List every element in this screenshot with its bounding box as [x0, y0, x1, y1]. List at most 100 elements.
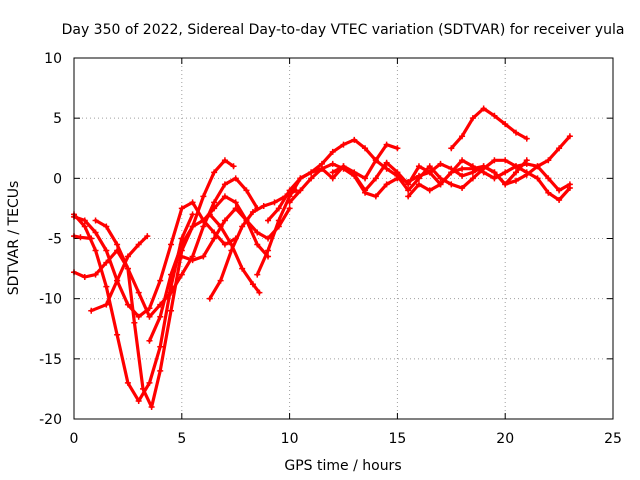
data-point: [502, 181, 509, 188]
data-point: [340, 163, 347, 170]
data-point: [556, 187, 563, 194]
data-point: [77, 234, 84, 241]
data-point: [523, 135, 530, 142]
data-point: [491, 175, 498, 182]
data-point: [254, 271, 261, 278]
data-point: [491, 157, 498, 164]
data-point: [168, 289, 175, 296]
data-point: [81, 217, 88, 224]
data-point: [124, 379, 131, 386]
data-point: [383, 141, 390, 148]
data-point: [92, 271, 99, 278]
data-point: [260, 203, 267, 210]
data-point: [157, 343, 164, 350]
data-point: [566, 133, 573, 140]
data-point: [168, 241, 175, 248]
data-point: [469, 169, 476, 176]
data-point: [168, 307, 175, 314]
series-track-14: [329, 157, 573, 203]
data-point: [459, 133, 466, 140]
data-point: [437, 175, 444, 182]
data-point: [362, 189, 369, 196]
data-point: [275, 205, 282, 212]
series-track-10: [206, 211, 263, 296]
data-point: [271, 199, 278, 206]
data-point: [217, 223, 224, 230]
data-point: [383, 181, 390, 188]
data-point: [491, 112, 498, 119]
chart-title: Day 350 of 2022, Sidereal Day-to-day VTE…: [62, 22, 625, 38]
data-point: [135, 241, 142, 248]
data-point: [512, 177, 519, 184]
data-point: [228, 241, 235, 248]
x-tick-label: 15: [388, 431, 406, 447]
data-point: [146, 337, 153, 344]
data-point: [308, 169, 315, 176]
data-point: [88, 235, 95, 242]
data-point: [135, 397, 142, 404]
data-point: [157, 367, 164, 374]
data-point: [135, 313, 142, 320]
data-point: [254, 229, 261, 236]
data-point: [189, 223, 196, 230]
data-point: [351, 169, 358, 176]
data-point: [512, 163, 519, 170]
data-point: [103, 223, 110, 230]
data-point: [523, 160, 530, 167]
data-point: [135, 289, 142, 296]
series-line: [255, 138, 399, 277]
data-point: [103, 247, 110, 254]
data-point: [249, 209, 256, 216]
series-line: [89, 234, 149, 313]
data-point: [405, 193, 412, 200]
data-point: [448, 181, 455, 188]
data-point: [232, 175, 239, 182]
data-point: [200, 223, 207, 230]
data-point: [221, 157, 228, 164]
data-point: [286, 205, 293, 212]
data-point: [230, 163, 237, 170]
series-line: [406, 158, 572, 198]
data-point: [131, 319, 138, 326]
series-track-1: [71, 199, 239, 320]
data-point: [265, 235, 272, 242]
data-point: [566, 181, 573, 188]
data-point: [480, 105, 487, 112]
data-point: [459, 157, 466, 164]
y-tick-label: -15: [39, 352, 62, 368]
data-point: [211, 199, 218, 206]
data-point: [502, 121, 509, 128]
series-track-5: [88, 233, 151, 314]
data-point: [491, 169, 498, 176]
data-point: [329, 175, 336, 182]
data-point: [437, 181, 444, 188]
data-point: [249, 281, 256, 288]
data-point: [297, 175, 304, 182]
data-point: [157, 313, 164, 320]
data-point: [88, 307, 95, 314]
data-point: [221, 217, 228, 224]
data-point: [157, 277, 164, 284]
data-series: [71, 105, 573, 410]
data-point: [545, 175, 552, 182]
data-point: [206, 211, 213, 218]
series-track-6: [92, 175, 261, 320]
series-line: [449, 106, 529, 150]
series-track-15: [405, 157, 573, 200]
y-tick-label: -5: [48, 232, 62, 248]
data-point: [545, 189, 552, 196]
data-point: [81, 223, 88, 230]
data-point: [286, 187, 293, 194]
x-tick-label: 5: [177, 431, 186, 447]
data-point: [426, 163, 433, 170]
data-point: [383, 159, 390, 166]
data-point: [469, 163, 476, 170]
data-point: [178, 241, 185, 248]
data-point: [200, 193, 207, 200]
data-point: [469, 115, 476, 122]
data-point: [297, 187, 304, 194]
data-point: [556, 196, 563, 203]
data-point: [81, 274, 88, 281]
data-point: [243, 187, 250, 194]
data-point: [148, 403, 155, 410]
